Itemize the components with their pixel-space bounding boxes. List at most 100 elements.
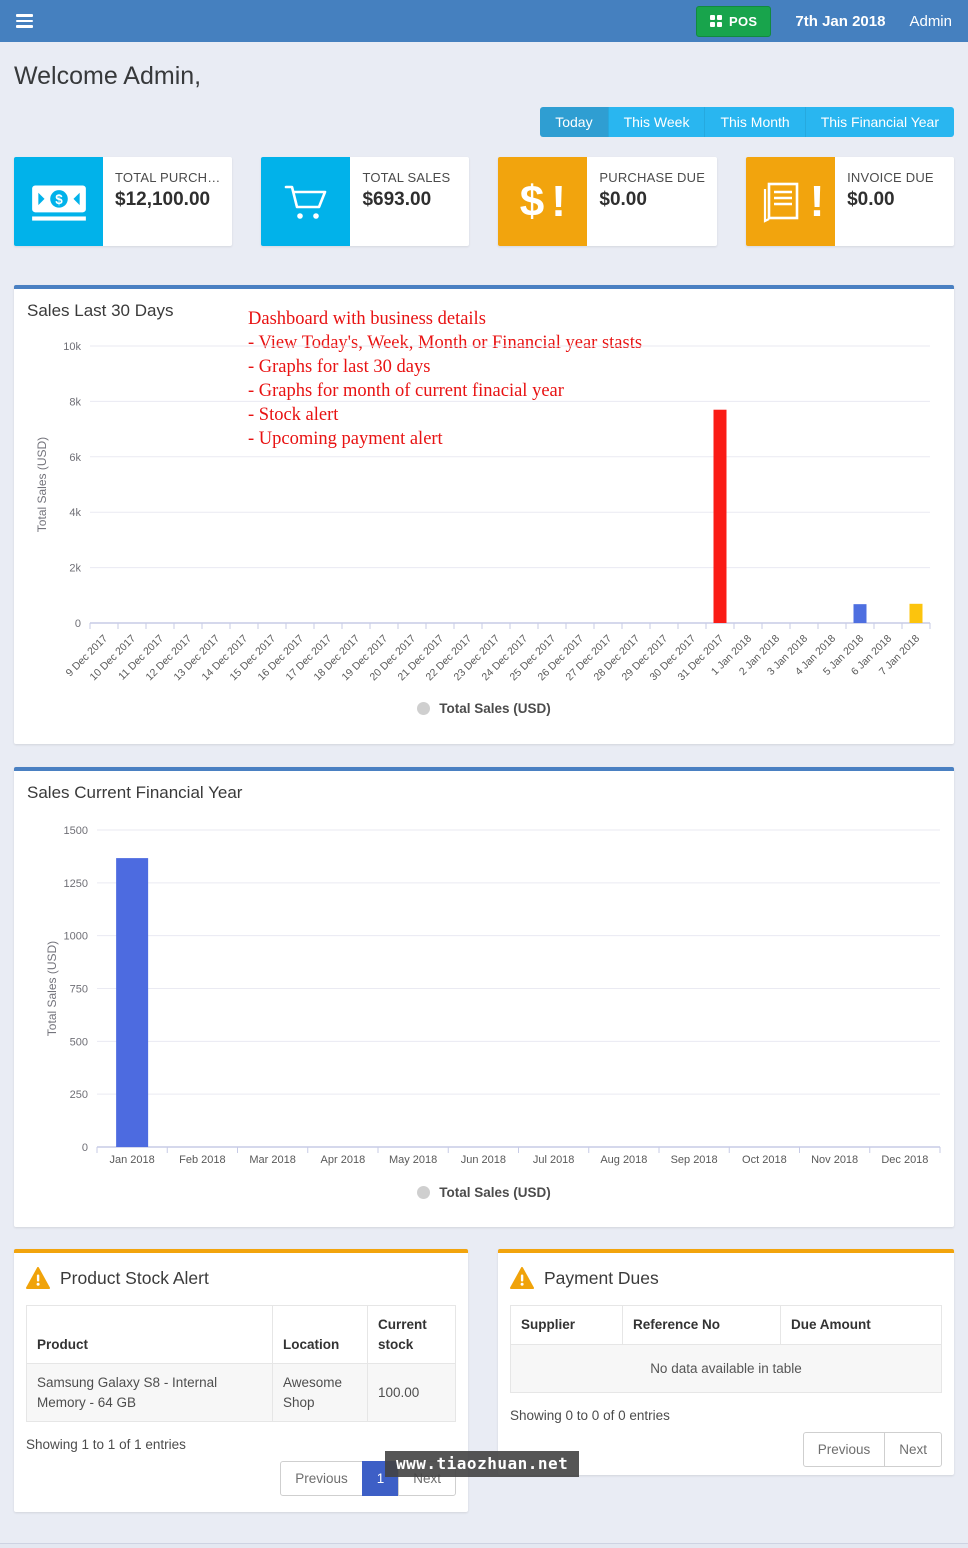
y-tick-label: 250 bbox=[70, 1089, 88, 1101]
legend-marker bbox=[417, 702, 431, 715]
legend-label: Total Sales (USD) bbox=[439, 1185, 551, 1200]
stat-card-purchase-due: $! PURCHASE DUE $0.00 bbox=[498, 157, 718, 246]
annotation-bullet: - View Today's, Week, Month or Financial… bbox=[248, 333, 643, 353]
stat-body: PURCHASE DUE $0.00 bbox=[587, 157, 717, 246]
stat-label: PURCHASE DUE bbox=[599, 170, 706, 185]
table-cell: 100.00 bbox=[367, 1363, 456, 1423]
table-cell: Awesome Shop bbox=[272, 1363, 368, 1423]
annotation-bullet: - Graphs for month of current finacial y… bbox=[248, 381, 564, 401]
invoice-exclamation-icon: ! bbox=[757, 179, 824, 225]
annotation-bullet: - Upcoming payment alert bbox=[248, 429, 443, 449]
stat-cards-row: $ TOTAL PURCH… $12,100.00 TOTAL SALES $6… bbox=[14, 157, 954, 246]
y-tick-label: 1500 bbox=[64, 825, 88, 837]
table-cell: Samsung Galaxy S8 - Internal Memory - 64… bbox=[26, 1363, 273, 1423]
panel-title: Payment Dues bbox=[544, 1267, 659, 1288]
page-title: Welcome Admin, bbox=[14, 62, 202, 90]
tab-this-month[interactable]: This Month bbox=[704, 107, 805, 137]
stat-body: TOTAL PURCH… $12,100.00 bbox=[103, 157, 232, 246]
user-menu[interactable]: Admin bbox=[909, 12, 952, 30]
stat-value: $0.00 bbox=[599, 189, 647, 210]
bar-7-jan-2018 bbox=[909, 603, 923, 623]
x-tick-label: Aug 2018 bbox=[600, 1154, 647, 1166]
x-tick-label: May 2018 bbox=[389, 1154, 437, 1166]
empty-table-message: No data available in table bbox=[510, 1343, 942, 1394]
bar-5-jan-2018 bbox=[853, 604, 867, 623]
x-tick-label: Jun 2018 bbox=[461, 1154, 506, 1166]
warning-icon bbox=[26, 1267, 50, 1289]
column-header: Current stock bbox=[367, 1304, 456, 1365]
pos-button[interactable]: POS bbox=[696, 5, 772, 37]
column-header: Location bbox=[272, 1304, 368, 1365]
y-tick-label: 6k bbox=[69, 452, 81, 464]
chart-title: Sales Current Financial Year bbox=[27, 783, 243, 802]
stat-icon-box bbox=[261, 157, 351, 246]
y-tick-label: 500 bbox=[70, 1036, 88, 1048]
cart-icon bbox=[284, 185, 327, 219]
svg-text:$: $ bbox=[55, 192, 63, 207]
stat-label: TOTAL PURCH… bbox=[115, 170, 221, 185]
navbar: POS 7th Jan 2018 Admin bbox=[0, 0, 968, 42]
x-tick-label: Nov 2018 bbox=[811, 1154, 858, 1166]
stat-card-total-purch: $ TOTAL PURCH… $12,100.00 bbox=[14, 157, 233, 246]
y-tick-label: 0 bbox=[82, 1142, 88, 1154]
y-tick-label: 1250 bbox=[64, 878, 88, 890]
stat-value: $0.00 bbox=[847, 189, 895, 210]
footer-divider bbox=[0, 1543, 968, 1548]
stat-value: $12,100.00 bbox=[115, 189, 211, 210]
column-header: Product bbox=[26, 1304, 273, 1365]
stat-icon-box: ! bbox=[746, 157, 836, 246]
payment-dues-table: Supplier Reference No Due Amount No data a… bbox=[510, 1305, 942, 1394]
grid-icon bbox=[710, 15, 723, 27]
annotation-heading: Dashboard with business details bbox=[248, 309, 486, 329]
stat-card-total-sales: TOTAL SALES $693.00 bbox=[261, 157, 470, 246]
stat-label: INVOICE DUE bbox=[847, 170, 934, 185]
chart-legend: Total Sales (USD) bbox=[14, 701, 954, 716]
x-tick-label: Jul 2018 bbox=[533, 1154, 575, 1166]
hamburger-menu-icon[interactable] bbox=[16, 11, 36, 31]
dues-pagination: Previous Next bbox=[510, 1432, 942, 1468]
column-header: Supplier bbox=[510, 1305, 623, 1345]
x-tick-label: Dec 2018 bbox=[881, 1154, 928, 1166]
tab-this-financial-year[interactable]: This Financial Year bbox=[804, 107, 954, 137]
table-summary: Showing 0 to 0 of 0 entries bbox=[510, 1408, 670, 1424]
page-number-button[interactable]: 1 bbox=[361, 1461, 400, 1497]
sales-last-30-days-panel: Sales Last 30 Days Dashboard with busine… bbox=[14, 285, 954, 744]
annotation-bullet: - Graphs for last 30 days bbox=[248, 357, 431, 377]
y-tick-label: 10k bbox=[63, 341, 81, 353]
table-summary: Showing 1 to 1 of 1 entries bbox=[26, 1437, 186, 1453]
tab-this-week[interactable]: This Week bbox=[607, 107, 705, 137]
chart-legend: Total Sales (USD) bbox=[14, 1185, 954, 1200]
empty-table-row: No data available in table bbox=[510, 1343, 942, 1394]
pos-button-label: POS bbox=[729, 13, 758, 29]
sales-financial-year-panel: Sales Current Financial Year Total Sales… bbox=[14, 767, 954, 1227]
stock-pagination: Previous 1 Next bbox=[26, 1461, 456, 1497]
chart-title: Sales Last 30 Days bbox=[27, 301, 174, 320]
y-tick-label: 2k bbox=[69, 563, 81, 575]
bar-jan-2018 bbox=[116, 858, 149, 1147]
x-tick-label: Mar 2018 bbox=[249, 1154, 295, 1166]
previous-page-button[interactable]: Previous bbox=[802, 1432, 886, 1468]
y-tick-label: 8k bbox=[69, 396, 81, 408]
legend-marker bbox=[417, 1186, 431, 1199]
previous-page-button[interactable]: Previous bbox=[280, 1461, 363, 1497]
x-tick-label: Sep 2018 bbox=[671, 1154, 718, 1166]
table-row: Samsung Galaxy S8 - Internal Memory - 64… bbox=[26, 1363, 456, 1423]
next-page-button[interactable]: Next bbox=[884, 1432, 942, 1468]
money-bill-icon: $ bbox=[31, 184, 86, 221]
x-tick-label: Oct 2018 bbox=[742, 1154, 787, 1166]
warning-icon bbox=[510, 1267, 534, 1289]
annotation-text: Dashboard with business details - View To… bbox=[248, 307, 642, 451]
stat-card-invoice-due: ! INVOICE DUE $0.00 bbox=[746, 157, 954, 246]
panel-title: Product Stock Alert bbox=[60, 1267, 209, 1288]
y-axis-title: Total Sales (USD) bbox=[45, 941, 59, 1036]
tab-today[interactable]: Today bbox=[540, 107, 608, 137]
y-axis-title: Total Sales (USD) bbox=[35, 437, 49, 532]
stats-filter-tabs: Today This Week This Month This Financial Y… bbox=[14, 107, 954, 137]
x-tick-label: Apr 2018 bbox=[321, 1154, 366, 1166]
bar-31-dec-2017 bbox=[713, 409, 727, 623]
stat-body: INVOICE DUE $0.00 bbox=[835, 157, 946, 246]
y-tick-label: 750 bbox=[70, 984, 88, 996]
watermark: www.tiaozhuan.net bbox=[385, 1451, 580, 1477]
dollar-exclamation-icon: $! bbox=[519, 176, 566, 226]
stat-icon-box: $! bbox=[498, 157, 588, 246]
